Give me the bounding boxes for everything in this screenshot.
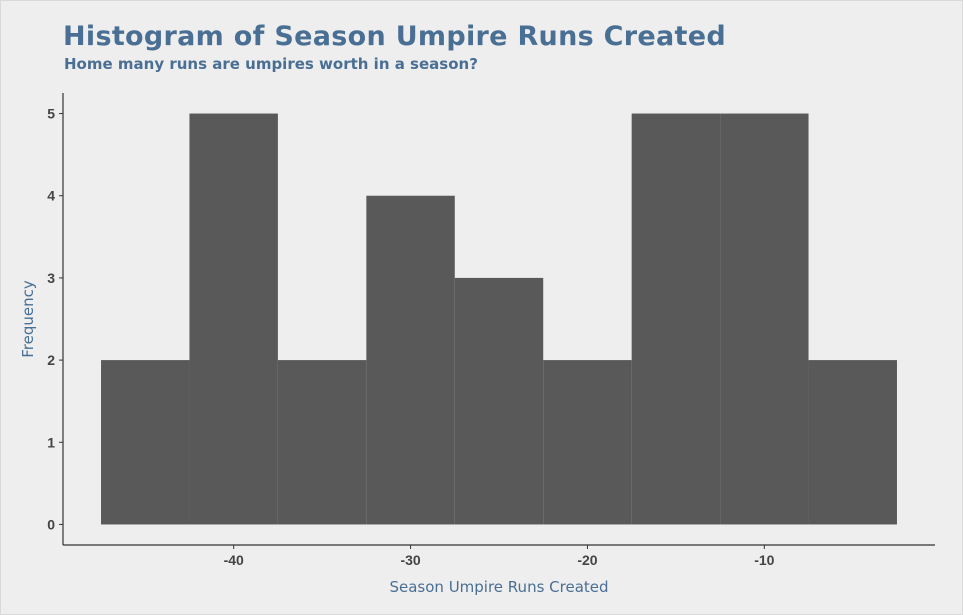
y-axis-title: Frequency bbox=[19, 280, 37, 358]
chart-title: Histogram of Season Umpire Runs Created bbox=[63, 21, 726, 52]
histogram-bar-2 bbox=[189, 113, 278, 525]
x-tick-label: -40 bbox=[224, 552, 244, 568]
chart-subtitle: Home many runs are umpires worth in a se… bbox=[64, 55, 478, 73]
y-axis-ticks: 0 1 2 3 4 5 bbox=[47, 106, 63, 532]
histogram-bar-6 bbox=[543, 360, 632, 525]
y-tick-label: 0 bbox=[47, 516, 55, 532]
histogram-bar-1 bbox=[101, 360, 190, 525]
histogram-bar-4 bbox=[366, 195, 455, 525]
y-tick-label: 2 bbox=[47, 352, 55, 368]
bars-layer bbox=[101, 113, 897, 525]
y-tick-label: 5 bbox=[47, 106, 55, 122]
histogram-bar-8 bbox=[720, 113, 809, 525]
x-axis-ticks: -40 -30 -20 -10 bbox=[224, 545, 775, 568]
histogram-bar-5 bbox=[454, 277, 544, 525]
y-tick-label: 1 bbox=[47, 434, 55, 450]
y-tick-label: 4 bbox=[47, 188, 55, 204]
x-axis-title: Season Umpire Runs Created bbox=[389, 578, 608, 596]
histogram-bar-9 bbox=[808, 360, 897, 525]
x-tick-label: -20 bbox=[577, 552, 597, 568]
y-tick-label: 3 bbox=[47, 270, 55, 286]
histogram-bar-3 bbox=[277, 360, 367, 525]
x-tick-label: -10 bbox=[754, 552, 774, 568]
x-tick-label: -30 bbox=[400, 552, 420, 568]
histogram-bar-7 bbox=[631, 113, 721, 525]
